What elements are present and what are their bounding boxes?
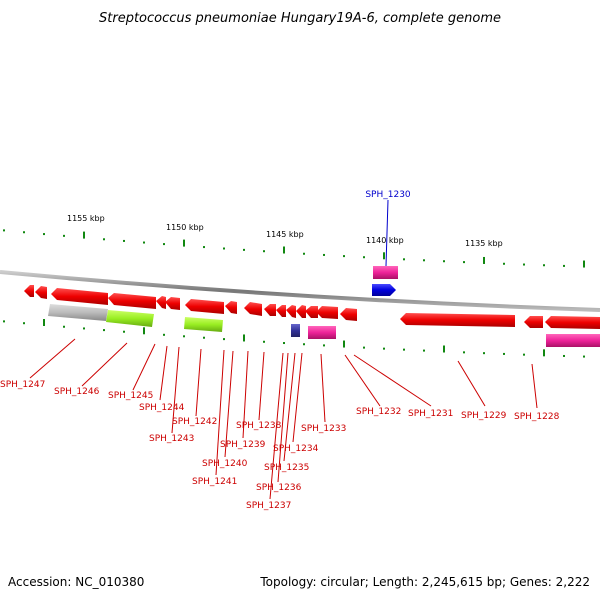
gene-label: SPH_1240	[202, 459, 248, 469]
gene-label: SPH_1241	[192, 477, 237, 487]
accession-text: Accession: NC_010380	[8, 575, 144, 589]
gene-label: SPH_1237	[246, 501, 291, 511]
topology-text: Topology: circular; Length: 2,245,615 bp…	[259, 575, 590, 589]
gene-label: SPH_1229	[461, 411, 507, 421]
axis-tick-labels: 1155 kbp 1150 kbp 1145 kbp 1140 kbp 1135…	[67, 214, 503, 248]
gene-label: SPH_1233	[301, 424, 346, 434]
gene-label: SPH_1246	[54, 387, 100, 397]
gene-feature-navy	[291, 324, 300, 337]
gene-feature-pink	[373, 266, 398, 279]
axis-tick-label: 1155 kbp	[67, 214, 105, 223]
gene-label: SPH_1243	[149, 434, 194, 444]
gene-label: SPH_1231	[408, 409, 453, 419]
gene-label: SPH_1244	[139, 403, 185, 413]
inner-tick-ring	[3, 318, 585, 358]
map-title: Streptococcus pneumoniae Hungary19A-6, c…	[99, 11, 501, 26]
gene-label: SPH_1235	[264, 463, 309, 473]
gene-feature-grey	[48, 304, 108, 321]
highlighted-gene[interactable]: SPH_1230	[365, 190, 411, 296]
gene-label: SPH_1234	[273, 444, 319, 454]
axis-tick-label: 1135 kbp	[465, 239, 503, 248]
gene-track-red	[24, 285, 600, 329]
gene-label: SPH_1236	[256, 483, 302, 493]
gene-label: SPH_1245	[108, 391, 153, 401]
gene-label: SPH_1228	[514, 412, 560, 422]
highlight-leader-line	[385, 199, 389, 267]
gene-feature-lime	[184, 317, 223, 332]
highlight-gene-label: SPH_1230	[365, 190, 411, 200]
axis-tick-label: 1150 kbp	[166, 223, 204, 232]
gene-feature-pink	[546, 334, 600, 347]
gene-feature-blue-arrow	[372, 284, 396, 296]
gene-track-other	[48, 304, 600, 347]
gene-feature-pink	[308, 326, 336, 339]
gene-feature-lime	[106, 310, 154, 327]
gene-label: SPH_1242	[172, 417, 217, 427]
gene-label: SPH_1232	[356, 407, 401, 417]
genome-backbone	[0, 270, 600, 312]
gene-label: SPH_1238	[236, 421, 282, 431]
gene-labels: SPH_1247 SPH_1246 SPH_1245 SPH_1244 SPH_…	[0, 380, 560, 511]
gene-label: SPH_1247	[0, 380, 45, 390]
axis-tick-label: 1145 kbp	[266, 230, 304, 239]
outer-tick-ring	[3, 229, 585, 268]
axis-tick-label: 1140 kbp	[366, 236, 404, 245]
leader-lines	[29, 338, 538, 500]
gene-label: SPH_1239	[220, 440, 266, 450]
